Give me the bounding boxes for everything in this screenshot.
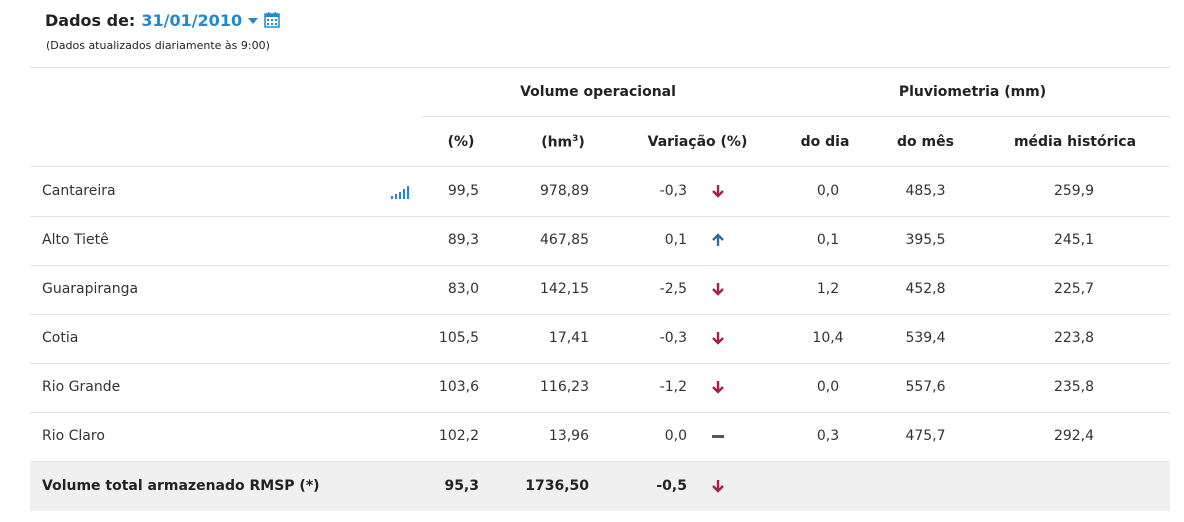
pct-value: 105,5 [438,330,479,346]
media-historica-value: 225,7 [1053,281,1095,297]
do-mes-value: 539,4 [905,330,946,346]
arrow-down-icon [711,281,725,297]
do-dia-value: 0,0 [816,183,840,199]
hm3-value: 17,41 [548,330,589,346]
do-mes-value: 557,6 [905,379,946,395]
divider [30,67,1170,68]
arrow-down-icon [711,379,725,395]
pct-value: 103,6 [438,379,479,395]
reservoir-name: Guarapiranga [42,281,139,297]
group-pluviometria: Pluviometria (mm) [898,84,1047,100]
col-header-do-mes: do mês [897,134,954,150]
variacao-value: -2,5 [659,281,687,297]
divider [30,166,1170,167]
reservoir-name: Cotia [42,330,79,346]
variacao-value: 0,1 [664,232,687,248]
media-historica-value: 292,4 [1053,428,1095,444]
total-row: Volume total armazenado RMSP (*) 95,3 17… [30,462,1170,511]
col-header-pct: (%) [447,134,475,150]
data-header: Dados de: 31/01/2010 (Dados atualizados … [45,9,280,52]
col-header-variacao: Variação (%) [647,134,748,150]
arrow-down-icon [711,478,725,494]
divider [30,461,1170,462]
table-row: Rio Grande 103,6 116,23 -1,2 0,0 557,6 2… [30,363,1170,412]
variacao-value: -1,2 [659,379,687,395]
divider [421,116,1170,117]
reservoir-name: Rio Claro [42,428,105,444]
total-hm3-value: 1736,50 [525,478,589,494]
date-label: Dados de: [45,10,136,30]
group-volume-operacional: Volume operacional [520,84,676,100]
update-note: (Dados atualizados diariamente às 9:00) [46,39,270,52]
do-mes-value: 395,5 [905,232,946,248]
date-value-link[interactable]: 31/01/2010 [141,10,243,30]
chevron-down-icon[interactable] [248,18,259,24]
divider [30,216,1170,217]
hm3-value: 467,85 [540,232,589,248]
total-label: Volume total armazenado RMSP (*) [42,478,320,494]
arrow-down-icon [711,183,725,199]
variacao-value: -0,3 [659,330,687,346]
do-dia-value: 10,4 [812,330,844,346]
pct-value: 99,5 [447,183,479,199]
variacao-value: -0,3 [659,183,687,199]
do-mes-value: 485,3 [905,183,946,199]
arrow-up-icon [711,232,725,248]
table-row: Rio Claro 102,2 13,96 0,0 0,3 475,7 292,… [30,412,1170,461]
media-historica-value: 245,1 [1053,232,1095,248]
reservoir-name: Cantareira [42,183,116,199]
hm3-value: 13,96 [548,428,589,444]
do-mes-value: 452,8 [905,281,946,297]
hm3-value: 142,15 [540,281,589,297]
do-dia-value: 0,1 [816,232,840,248]
date-selector: Dados de: 31/01/2010 [45,9,280,31]
col-header-do-dia: do dia [800,134,850,150]
media-historica-value: 259,9 [1053,183,1095,199]
pct-value: 83,0 [447,281,479,297]
do-dia-value: 0,0 [816,379,840,395]
calendar-icon[interactable] [264,12,280,28]
dash-neutral-icon [711,428,725,444]
divider [30,265,1170,266]
divider [30,363,1170,364]
arrow-down-icon [711,330,725,346]
total-pct-value: 95,3 [444,478,479,494]
divider [30,412,1170,413]
col-header-hm3: (hm3) [541,134,585,151]
table-row: Cantareira 99,5 978,89 -0,3 0,0 485,3 25… [30,167,1170,216]
divider [30,314,1170,315]
table-row: Guarapiranga 83,0 142,15 -2,5 1,2 452,8 … [30,265,1170,314]
do-dia-value: 0,3 [816,428,840,444]
col-header-media-historica: média histórica [1013,134,1137,150]
table-row: Alto Tietê 89,3 467,85 0,1 0,1 395,5 245… [30,216,1170,265]
reservoir-name: Rio Grande [42,379,121,395]
signal-bars-icon[interactable] [391,184,409,203]
media-historica-value: 235,8 [1053,379,1095,395]
total-variacao-value: -0,5 [656,478,687,494]
table-row: Cotia 105,5 17,41 -0,3 10,4 539,4 223,8 [30,314,1170,363]
media-historica-value: 223,8 [1053,330,1095,346]
do-dia-value: 1,2 [816,281,840,297]
pct-value: 102,2 [438,428,479,444]
do-mes-value: 475,7 [905,428,946,444]
reservoir-name: Alto Tietê [42,232,109,248]
hm3-value: 116,23 [540,379,589,395]
variacao-value: 0,0 [664,428,687,444]
hm3-value: 978,89 [540,183,589,199]
pct-value: 89,3 [447,232,479,248]
